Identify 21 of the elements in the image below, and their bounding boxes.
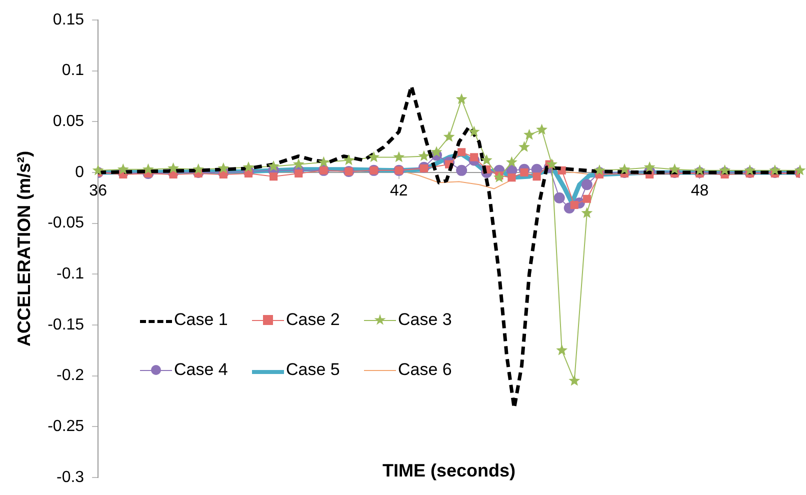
y-tick-label: -0.05 [48, 214, 84, 232]
x-tick-label: 42 [390, 182, 408, 200]
y-tick-label: -0.2 [56, 367, 84, 384]
legend-label: Case 3 [398, 310, 452, 330]
y-tick-label: 0 [75, 164, 84, 181]
legend-label: Case 2 [286, 310, 340, 330]
legend-label: Case 4 [174, 360, 228, 380]
y-tick-label: -0.1 [56, 266, 84, 283]
x-tick-label: 36 [89, 182, 108, 200]
legend-label: Case 1 [174, 310, 228, 330]
y-tick-label: -0.15 [48, 316, 84, 334]
y-tick-label: 0.05 [52, 113, 84, 130]
legend-label: Case 5 [286, 360, 340, 380]
y-tick-label: -0.3 [56, 468, 84, 486]
y-tick-label: 0.1 [62, 62, 84, 80]
x-axis-title: TIME (seconds) [382, 460, 516, 480]
legend-label: Case 6 [398, 360, 452, 380]
y-tick-label: -0.25 [48, 418, 84, 435]
y-axis-title: ACCELERATION (m/s²) [14, 150, 34, 347]
x-tick-label: 48 [690, 182, 709, 200]
y-tick-label: 0.15 [52, 11, 84, 28]
